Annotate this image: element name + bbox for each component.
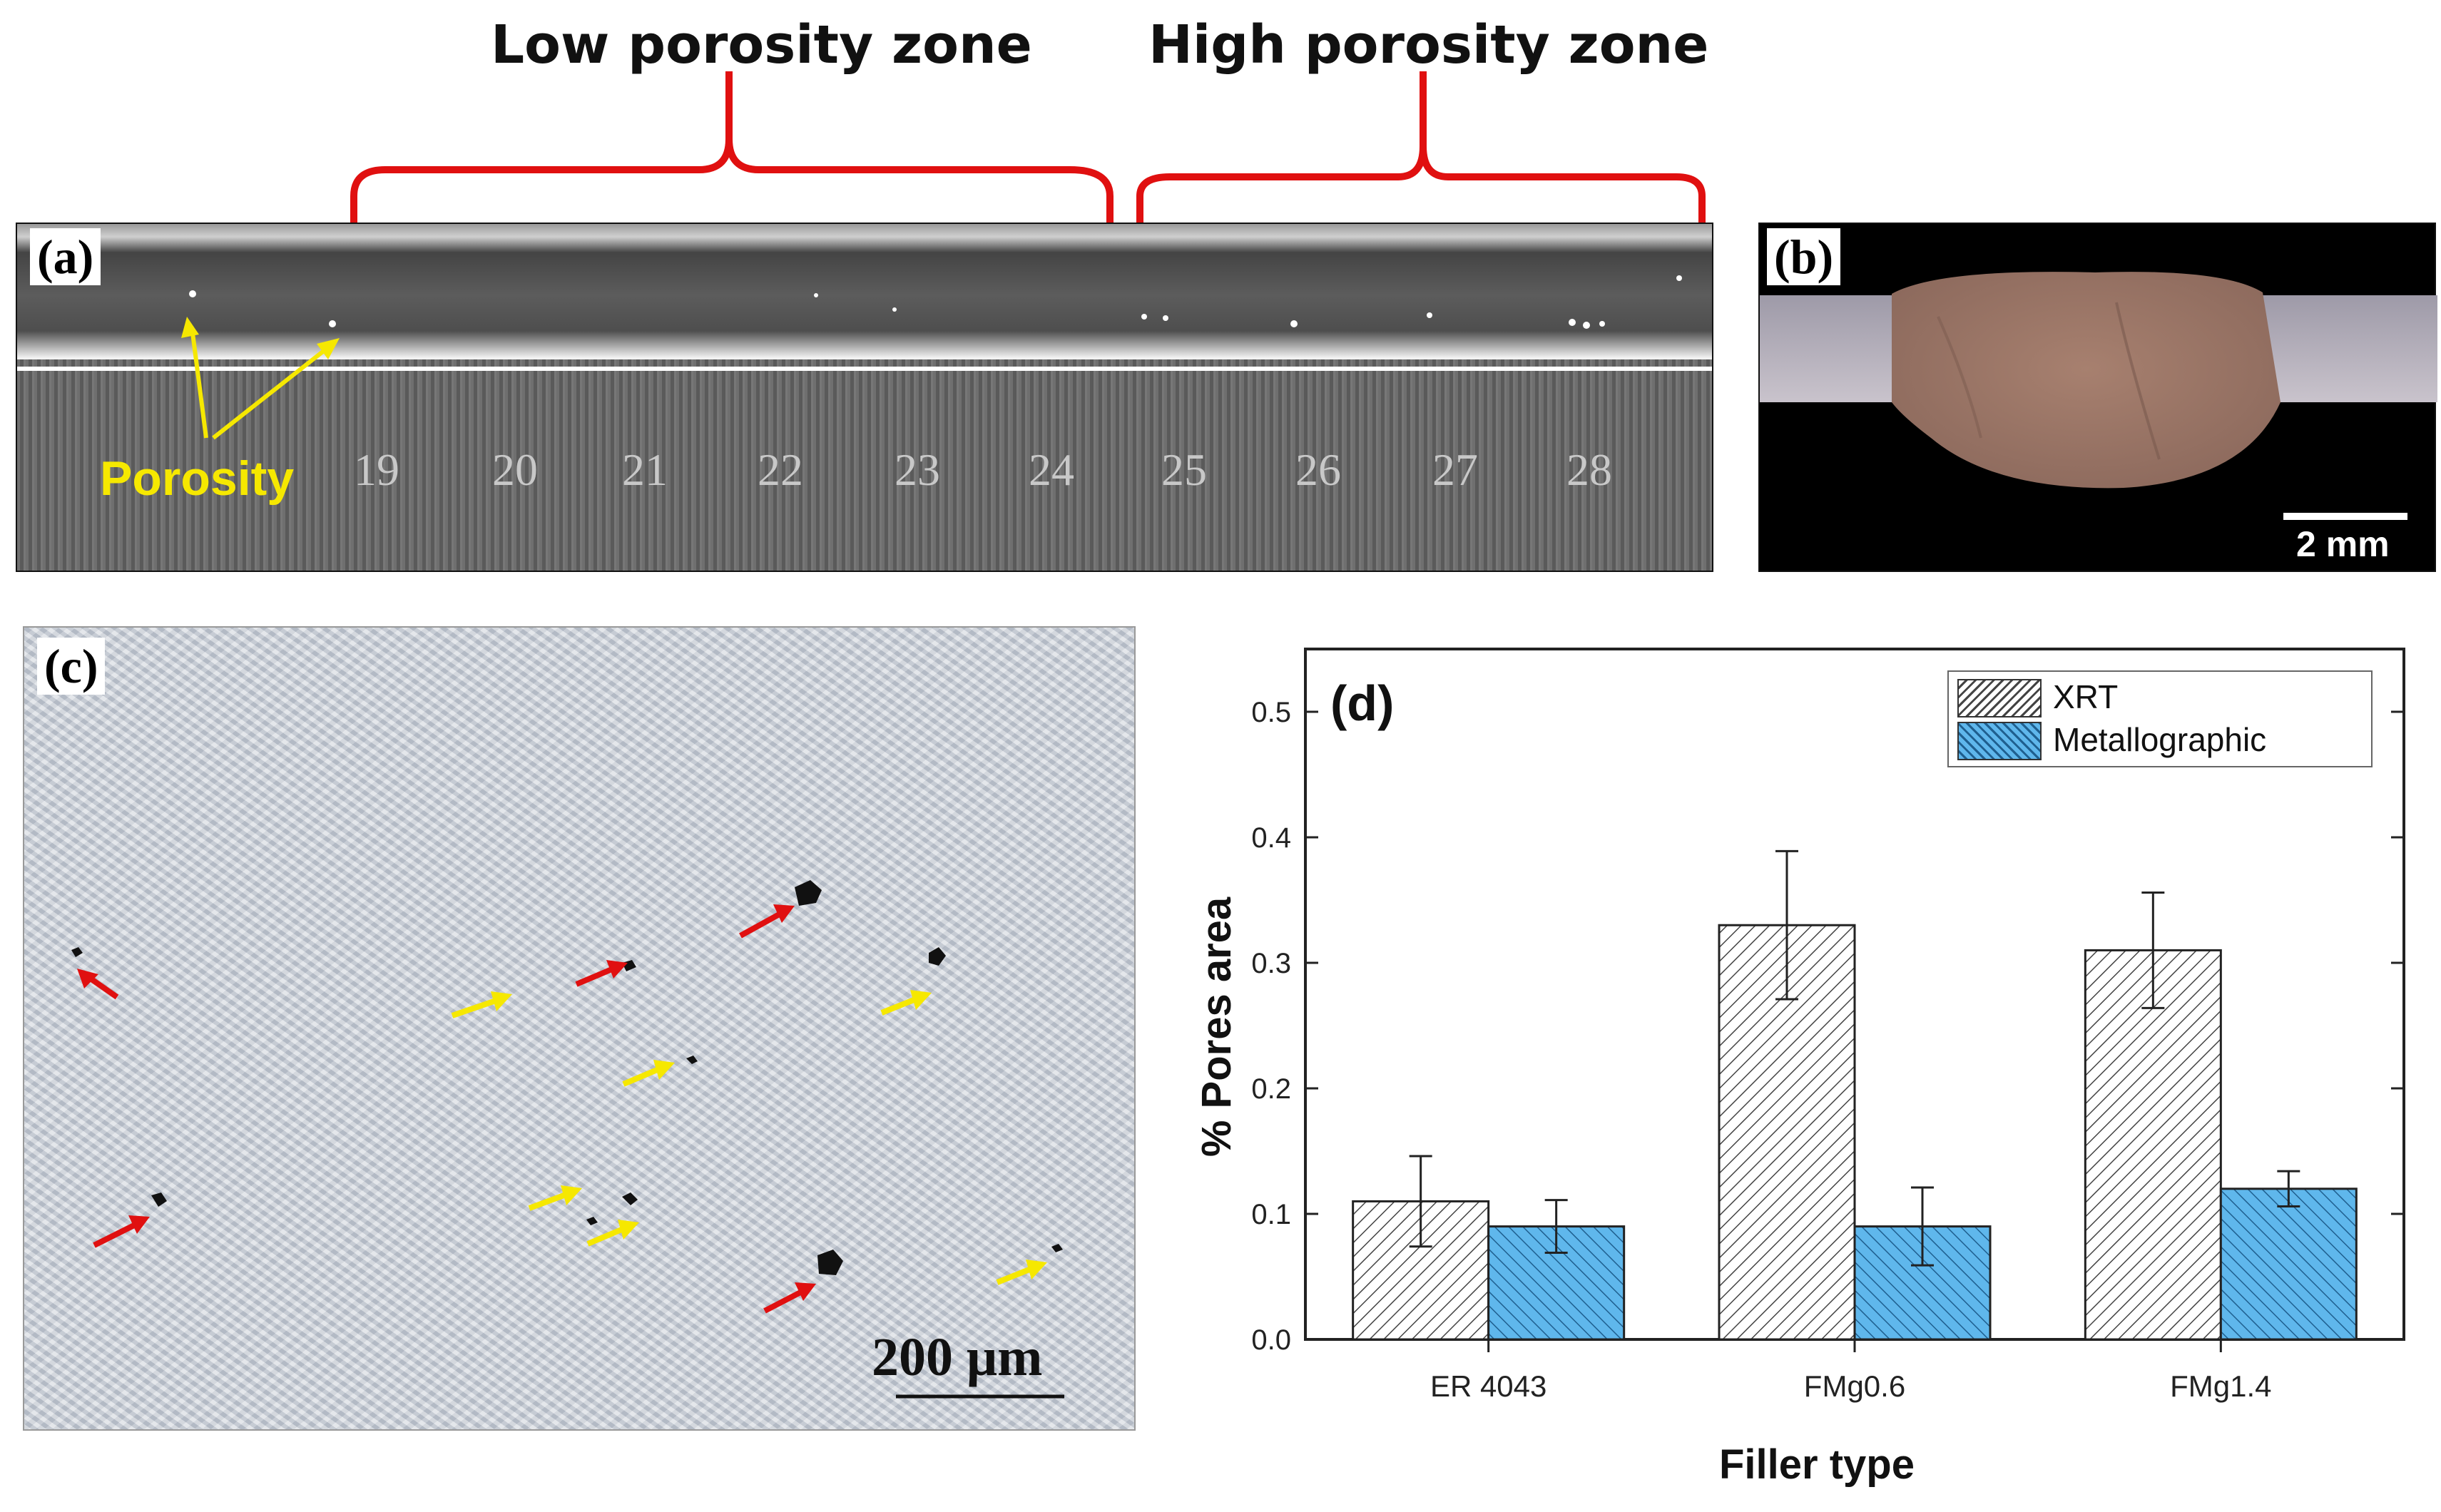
- weld-macro-image: [1760, 272, 2437, 520]
- legend-label-metallographic: Metallographic: [2053, 721, 2267, 758]
- pores-area-chart-panel: 0.0 0.1 0.2 0.3 0.4 0.5 ER 4043 FMg0.6 FMg1.4 (…: [1177, 613, 2432, 1512]
- chart-legend: XRT Metallographic: [1947, 670, 2373, 767]
- ruler-number: 20: [492, 444, 538, 495]
- high-zone-bracket: [1136, 71, 1706, 257]
- weld-bead-strip: [17, 224, 1712, 359]
- error-bar: [1911, 1186, 1934, 1267]
- y-ticks: 0.0 0.1 0.2 0.3 0.4 0.5: [1251, 697, 2404, 1356]
- porosity-label: Porosity: [100, 451, 295, 506]
- ruler-number: 27: [1432, 444, 1478, 495]
- panel-c-label: (c): [37, 638, 106, 695]
- low-porosity-zone-title: Low porosity zone: [491, 14, 1032, 76]
- panel-b-label: (b): [1767, 228, 1841, 285]
- error-bar: [2141, 891, 2165, 1009]
- xrt-radiograph-panel: 19 20 21 22 23 24 25 26 27 28 (a) Porosi…: [16, 223, 1713, 572]
- ruler-number: 26: [1295, 444, 1341, 495]
- y-tick-label: 0.0: [1251, 1324, 1291, 1356]
- x-axis-label: Filler type: [1719, 1441, 1915, 1488]
- pore-dots: [181, 275, 1682, 440]
- x-tick-label: ER 4043: [1430, 1369, 1546, 1403]
- y-tick-label: 0.4: [1251, 822, 1291, 854]
- ruler-number: 25: [1161, 444, 1207, 495]
- ruler-number: 19: [354, 444, 399, 495]
- y-tick-label: 0.2: [1251, 1073, 1291, 1105]
- ruler-number: 23: [895, 444, 940, 495]
- bar-chart: 0.0 0.1 0.2 0.3 0.4 0.5 ER 4043 FMg0.6 FMg1.4: [1251, 648, 2405, 1403]
- low-zone-bracket: [350, 71, 1114, 257]
- legend-label-xrt: XRT: [2053, 678, 2119, 715]
- legend-swatch-metallographic: [1957, 722, 2042, 760]
- legend-swatch-xrt: [1957, 679, 2042, 717]
- y-tick-label: 0.5: [1251, 697, 1291, 728]
- ruler-number: 22: [758, 444, 803, 495]
- error-bar: [1775, 849, 1798, 1001]
- panel-a-label: (a): [30, 228, 101, 285]
- error-bar: [1544, 1199, 1568, 1255]
- bar-metallographic-2: [2219, 1187, 2358, 1341]
- ruler-edge: [17, 367, 1712, 371]
- micrograph-panel: (c) 200 μm: [23, 626, 1136, 1431]
- y-tick-label: 0.3: [1251, 948, 1291, 979]
- bars: [1352, 849, 2358, 1341]
- ruler-number: 21: [622, 444, 668, 495]
- high-porosity-zone-title: High porosity zone: [1148, 14, 1709, 76]
- error-bar: [2277, 1170, 2300, 1207]
- zone-brackets: [350, 71, 1706, 257]
- error-bar: [1409, 1155, 1432, 1248]
- x-tick-label: FMg1.4: [2170, 1369, 2271, 1403]
- scale-bar-label-b: 2 mm: [2296, 524, 2390, 564]
- bar-xrt-2: [2084, 949, 2222, 1341]
- ruler-number: 28: [1566, 444, 1612, 495]
- y-axis-label: % Pores area: [1193, 897, 1240, 1158]
- x-tick-label: FMg0.6: [1804, 1369, 1905, 1403]
- x-ticks: ER 4043 FMg0.6 FMg1.4: [1430, 1339, 2272, 1403]
- weld-cross-section-panel: (b) 2 mm: [1758, 223, 2437, 572]
- scale-bar-label-c: 200 μm: [872, 1327, 1043, 1387]
- y-tick-label: 0.1: [1251, 1199, 1291, 1230]
- pores-and-arrows: [71, 880, 1064, 1399]
- ruler-number: 24: [1029, 444, 1074, 495]
- panel-d-label: (d): [1330, 675, 1395, 731]
